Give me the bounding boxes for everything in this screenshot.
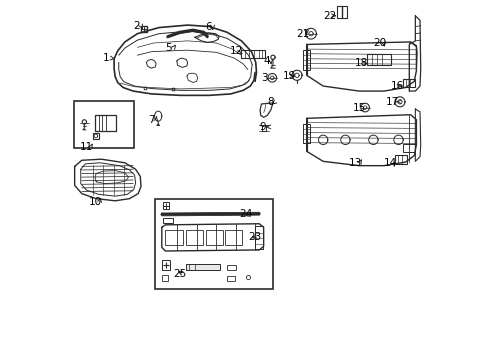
- Bar: [163, 218, 173, 223]
- Text: 2: 2: [133, 21, 140, 31]
- Text: 3: 3: [261, 73, 268, 83]
- Bar: [166, 230, 183, 245]
- Bar: [163, 202, 169, 210]
- Bar: [155, 199, 273, 289]
- Text: 17: 17: [386, 97, 399, 107]
- Text: 7: 7: [148, 115, 155, 125]
- Bar: [225, 230, 243, 245]
- Bar: [241, 50, 265, 58]
- Bar: [395, 155, 408, 164]
- Bar: [93, 133, 98, 139]
- Text: 13: 13: [349, 158, 362, 168]
- Text: 24: 24: [239, 209, 252, 219]
- Bar: [95, 116, 116, 131]
- Text: 5: 5: [166, 43, 172, 53]
- Bar: [162, 275, 168, 281]
- Bar: [303, 50, 310, 69]
- Text: 8: 8: [268, 97, 274, 107]
- Text: 1: 1: [102, 53, 109, 63]
- Bar: [403, 144, 416, 152]
- Text: 9: 9: [259, 122, 266, 132]
- Text: 25: 25: [173, 269, 186, 279]
- Bar: [403, 78, 416, 87]
- Text: 18: 18: [355, 58, 368, 68]
- Text: 21: 21: [296, 29, 309, 39]
- Text: 4: 4: [263, 56, 270, 66]
- Bar: [186, 230, 203, 245]
- Text: 15: 15: [352, 103, 366, 113]
- Text: 11: 11: [80, 142, 93, 152]
- Text: 22: 22: [324, 11, 337, 21]
- Text: 14: 14: [384, 158, 397, 168]
- Bar: [227, 276, 235, 281]
- Bar: [227, 265, 236, 270]
- Text: 6: 6: [205, 22, 212, 32]
- Text: 12: 12: [229, 46, 243, 56]
- Bar: [186, 264, 220, 270]
- Bar: [337, 6, 347, 18]
- Text: 19: 19: [283, 71, 296, 81]
- Bar: [255, 226, 263, 249]
- Bar: [367, 54, 392, 65]
- Text: 20: 20: [373, 38, 386, 48]
- Bar: [162, 260, 170, 270]
- Bar: [74, 101, 134, 148]
- Text: 16: 16: [391, 81, 404, 91]
- Bar: [205, 230, 223, 245]
- Text: 10: 10: [89, 197, 101, 207]
- Text: 23: 23: [248, 232, 262, 242]
- Bar: [303, 124, 310, 143]
